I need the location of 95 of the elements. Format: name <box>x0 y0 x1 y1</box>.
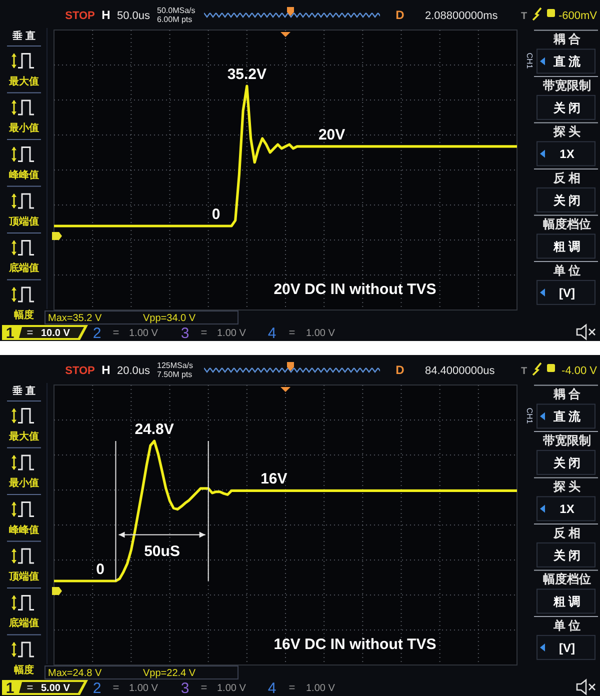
text: Vpp=22.4 V <box>143 668 196 679</box>
text: 20.0us <box>117 365 151 377</box>
text: 3 <box>180 325 190 342</box>
text: 2.08800000ms <box>425 10 498 22</box>
text: 幅度档位 <box>543 572 591 586</box>
text: 1.00 V <box>306 328 336 339</box>
text: 50.0MSa/s <box>157 6 196 15</box>
text: 粗 调 <box>552 594 581 609</box>
text: 探 头 <box>552 480 581 494</box>
text: 最小值 <box>8 477 39 490</box>
text: 1X <box>560 147 574 162</box>
text: 2 <box>92 680 102 696</box>
text: 底端值 <box>8 617 39 630</box>
text: D <box>396 363 405 377</box>
text: 1.00 V <box>129 328 158 339</box>
text: 84.4000000us <box>425 365 496 377</box>
text: T <box>520 11 528 22</box>
text: 关 闭 <box>552 548 581 562</box>
text: 最大值 <box>8 430 39 442</box>
text: 耦 合 <box>552 32 582 46</box>
text: 带宽限制 <box>543 78 591 92</box>
text: -4.00 V <box>562 365 598 377</box>
text: 5.00 V <box>41 683 70 694</box>
text: H <box>102 8 110 22</box>
data-label: 16V <box>260 470 288 488</box>
text: 探 头 <box>552 124 581 139</box>
text: 直 流 <box>552 54 582 69</box>
text: 关 闭 <box>552 456 581 470</box>
text: 底端值 <box>8 262 39 274</box>
text: 幅度 <box>14 664 34 676</box>
text: 反 相 <box>552 170 581 185</box>
text: 带宽限制 <box>543 433 591 448</box>
text: CH1 <box>525 408 534 424</box>
text: CH1 <box>525 52 534 70</box>
text: Vpp=34.0 V <box>143 313 196 324</box>
text: = <box>288 327 296 339</box>
text: = <box>26 327 34 339</box>
text: 直 流 <box>552 410 582 424</box>
text: 单 位 <box>552 263 581 278</box>
text: 幅度 <box>14 308 34 321</box>
text: 4 <box>268 325 276 342</box>
text: 峰峰值 <box>9 168 39 181</box>
text: T <box>520 366 528 377</box>
text: [V] <box>559 286 575 300</box>
text: 最大值 <box>8 75 39 88</box>
text: 幅度档位 <box>543 217 591 232</box>
text: 关 闭 <box>552 100 581 115</box>
data-label: 20V <box>318 126 346 144</box>
text: = <box>200 327 208 339</box>
text: D <box>396 8 405 22</box>
text: Max=24.8 V <box>48 668 102 679</box>
text: 最小值 <box>8 122 39 134</box>
annotation: 50uS <box>144 542 180 560</box>
text: 4 <box>268 680 276 696</box>
text: 3 <box>180 680 190 696</box>
text: = <box>112 327 120 339</box>
text: 1.00 V <box>129 683 158 694</box>
text: Max=35.2 V <box>48 313 102 324</box>
text: = <box>288 682 296 694</box>
text: [V] <box>559 640 575 655</box>
text: = <box>112 682 120 694</box>
text: 16V DC IN without TVS <box>274 636 436 653</box>
text: 1.00 V <box>306 683 336 694</box>
data-label: 24.8V <box>134 421 174 438</box>
text: H <box>102 363 110 377</box>
text: 1 <box>6 680 14 696</box>
text: 垂 直 <box>12 385 36 398</box>
text: 垂 直 <box>12 30 36 42</box>
text: 1.00 V <box>217 328 246 339</box>
text: 顶端值 <box>8 570 39 582</box>
text: = <box>26 682 34 694</box>
text: 10.0 V <box>41 328 70 339</box>
text: 耦 合 <box>552 387 582 402</box>
text: 2 <box>92 325 102 342</box>
text: 125MSa/s <box>157 361 194 370</box>
text: 7.50M pts <box>157 370 192 379</box>
text: 关 闭 <box>552 193 581 208</box>
data-label: 0 <box>212 206 220 223</box>
text: 50.0us <box>117 10 151 22</box>
text: 20V DC IN without TVS <box>274 281 436 298</box>
text: 单 位 <box>552 618 581 632</box>
text: -600mV <box>558 10 598 22</box>
text: 1X <box>560 502 574 516</box>
text: 反 相 <box>552 526 581 540</box>
text: 1 <box>6 325 14 342</box>
text: 峰峰值 <box>9 524 39 536</box>
text: = <box>200 682 208 694</box>
data-label: 0 <box>96 561 104 578</box>
text: 1.00 V <box>217 683 246 694</box>
text: 粗 调 <box>552 240 581 254</box>
text: 顶端值 <box>8 215 39 228</box>
text: 6.00M pts <box>157 15 192 24</box>
text: STOP <box>65 10 95 22</box>
data-label: 35.2V <box>227 66 267 83</box>
text: STOP <box>65 365 95 377</box>
